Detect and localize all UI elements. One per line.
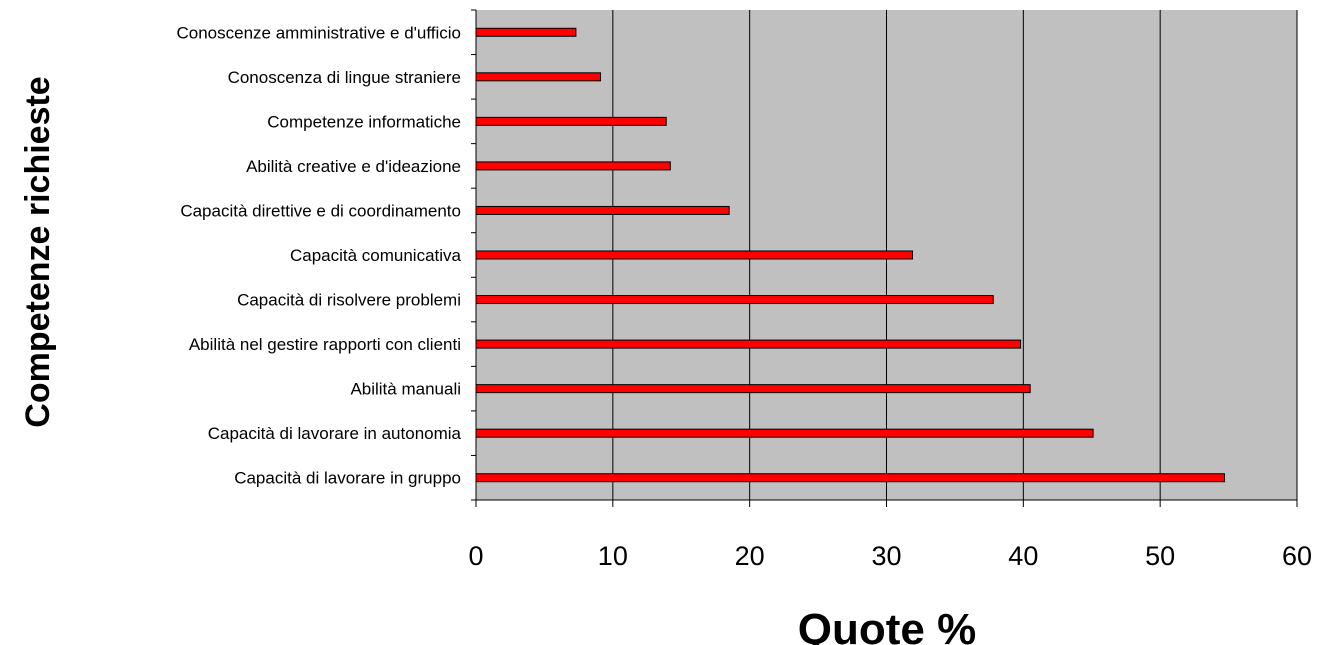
category-label: Capacità di lavorare in gruppo: [234, 469, 461, 488]
bar: [475, 339, 1022, 349]
category-label: Conoscenze amministrative e d'ufficio: [176, 23, 461, 42]
x-tick-label: 40: [1008, 541, 1038, 571]
y-axis: [471, 9, 477, 501]
category-label: Abilità manuali: [350, 380, 461, 399]
category-label: Conoscenza di lingue straniere: [228, 68, 461, 87]
x-tick-label: 50: [1145, 541, 1175, 571]
category-labels: Conoscenze amministrative e d'ufficio Con…: [176, 23, 461, 487]
category-label: Competenze informatiche: [267, 112, 461, 131]
category-label: Abilità creative e d'ideazione: [246, 157, 461, 176]
bar: [475, 384, 1031, 394]
bar: [475, 295, 994, 305]
x-tick-labels: 0 10 20 30 40 50 60: [468, 541, 1312, 571]
bar: [475, 428, 1094, 438]
bar: [475, 72, 602, 82]
x-tick-label: 20: [735, 541, 765, 571]
x-axis: [475, 499, 1298, 507]
category-label: Abilità nel gestire rapporti con clienti: [189, 335, 461, 354]
category-label: Capacità comunicativa: [290, 246, 462, 265]
bar: [475, 473, 1225, 483]
x-tick-label: 60: [1282, 541, 1312, 571]
bar: [475, 161, 671, 171]
bar: [475, 27, 577, 37]
x-tick-label: 30: [871, 541, 901, 571]
bar: [475, 116, 667, 126]
x-axis-title: Quote %: [798, 605, 976, 645]
category-label: Capacità direttive e di coordinamento: [180, 201, 461, 220]
category-label: Capacità di lavorare in autonomia: [208, 424, 462, 443]
x-tick-label: 10: [598, 541, 628, 571]
bar: [475, 250, 913, 260]
category-label: Capacità di risolvere problemi: [237, 291, 461, 310]
x-tick-label: 0: [468, 541, 483, 571]
bar: [475, 205, 730, 215]
y-axis-title: Competenze richieste: [19, 76, 57, 427]
